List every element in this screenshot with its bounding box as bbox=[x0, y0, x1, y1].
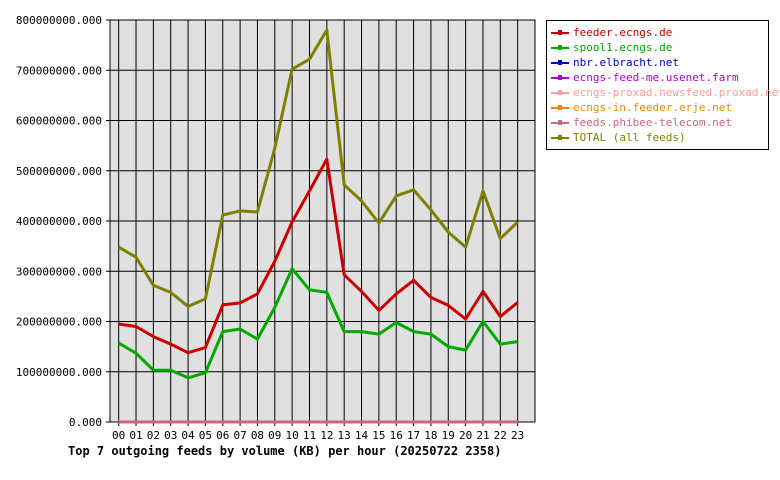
legend-swatch bbox=[551, 116, 569, 130]
chart-title: Top 7 outgoing feeds by volume (KB) per … bbox=[68, 444, 502, 458]
legend-swatch bbox=[551, 26, 569, 40]
legend-swatch bbox=[551, 41, 569, 55]
y-axis: 0.000 100000000.000 200000000.000 300000000… bbox=[16, 14, 110, 429]
legend-swatch bbox=[551, 86, 569, 100]
legend-label: ecngs-in.feeder.erje.net bbox=[573, 101, 732, 114]
legend-label: feeder.ecngs.de bbox=[573, 26, 673, 39]
series-line-spool1-ecngs-de bbox=[117, 267, 518, 380]
x-tick-label: 03 bbox=[164, 429, 177, 442]
x-tick-label: 08 bbox=[251, 429, 264, 442]
x-tick-label: 13 bbox=[338, 429, 351, 442]
series-line-total-all-feeds bbox=[117, 28, 519, 308]
legend-label: ecngs-feed-me.usenet.farm bbox=[573, 71, 739, 84]
x-tick-label: 05 bbox=[199, 429, 212, 442]
legend-label: ecngs-proxad.newsfeed.proxad.net bbox=[573, 86, 780, 99]
x-tick-label: 04 bbox=[181, 429, 195, 442]
legend-swatch bbox=[551, 101, 569, 115]
y-tick-label: 500000000.000 bbox=[16, 165, 102, 178]
y-tick-label: 300000000.000 bbox=[16, 265, 102, 278]
x-tick-label: 10 bbox=[286, 429, 299, 442]
legend-label: feeds.phibee-telecom.net bbox=[573, 116, 732, 129]
legend-label: TOTAL (all feeds) bbox=[573, 131, 686, 144]
legend-label: nbr.elbracht.net bbox=[573, 56, 679, 69]
y-tick-label: 700000000.000 bbox=[16, 64, 102, 77]
x-tick-label: 17 bbox=[407, 429, 420, 442]
y-tick-label: 400000000.000 bbox=[16, 215, 102, 228]
y-tick-label: 100000000.000 bbox=[16, 366, 102, 379]
x-tick-label: 02 bbox=[147, 429, 160, 442]
x-axis: 00 01 02 03 04 05 06 07 08 09 10 11 12 13 14 15 16 17 18 19… bbox=[112, 422, 524, 442]
legend: feeder.ecngs.de spool1.ecngs.de nbr.elbrac… bbox=[546, 20, 780, 150]
x-tick-label: 14 bbox=[355, 429, 369, 442]
y-tick-label: 800000000.000 bbox=[16, 14, 102, 27]
x-tick-label: 21 bbox=[476, 429, 489, 442]
x-tick-label: 12 bbox=[320, 429, 333, 442]
x-tick-label: 18 bbox=[424, 429, 437, 442]
grid-lines bbox=[110, 20, 535, 422]
legend-swatch bbox=[551, 56, 569, 70]
x-tick-label: 22 bbox=[494, 429, 507, 442]
y-tick-label: 200000000.000 bbox=[16, 316, 102, 329]
x-tick-label: 19 bbox=[442, 429, 455, 442]
x-tick-label: 06 bbox=[216, 429, 229, 442]
x-tick-label: 15 bbox=[372, 429, 385, 442]
x-tick-label: 16 bbox=[390, 429, 403, 442]
x-tick-label: 00 bbox=[112, 429, 125, 442]
legend-swatch bbox=[551, 131, 569, 145]
legend-swatch bbox=[551, 71, 569, 85]
x-tick-label: 20 bbox=[459, 429, 472, 442]
x-tick-label: 01 bbox=[129, 429, 142, 442]
x-tick-label: 23 bbox=[511, 429, 524, 442]
series-line-feeder-ecngs-de bbox=[118, 157, 519, 355]
x-tick-label: 09 bbox=[268, 429, 281, 442]
legend-label: spool1.ecngs.de bbox=[573, 41, 673, 54]
y-tick-label: 600000000.000 bbox=[16, 115, 102, 128]
x-tick-label: 11 bbox=[303, 429, 316, 442]
series-lines bbox=[117, 28, 519, 424]
x-tick-label: 07 bbox=[233, 429, 246, 442]
y-tick-label: 0.000 bbox=[69, 416, 102, 429]
